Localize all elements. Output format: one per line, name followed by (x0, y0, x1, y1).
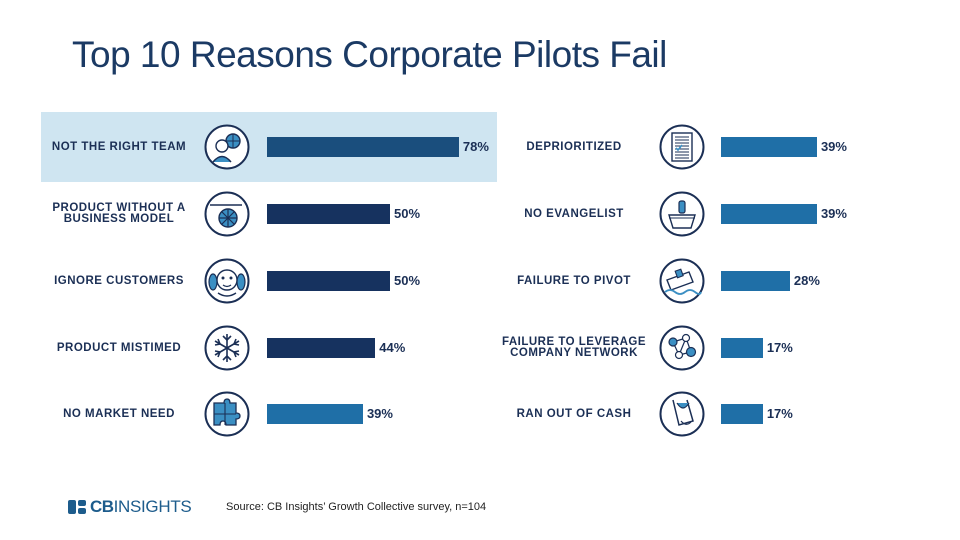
category-label: NOT THE RIGHT TEAM (51, 140, 187, 153)
document-list-icon (659, 124, 705, 170)
bar (721, 204, 817, 224)
value-label: 78% (462, 139, 489, 154)
bar-row: IGNORE CUSTOMERS 50% (0, 254, 960, 308)
cb-logo-mark-icon (68, 500, 86, 514)
bar-row: NO MARKET NEED 39% (0, 387, 960, 441)
puzzle-pieces-icon (204, 391, 250, 437)
logo-text-bold: CB (90, 497, 114, 516)
bar-row: NOT THE RIGHT TEAM 78% (0, 120, 960, 174)
category-label: PRODUCT MISTIMED (56, 341, 182, 354)
value-label: 39% (366, 406, 393, 421)
value-label: 50% (394, 206, 421, 221)
category-label: FAILURE TO LEVERAGE COMPANY NETWORK (501, 336, 647, 359)
snowflake-icon (204, 325, 250, 371)
empty-pocket-icon (659, 391, 705, 437)
category-label: DEPRIORITIZED (526, 140, 622, 153)
bar (267, 204, 390, 224)
bar (721, 271, 790, 291)
bar-row: PRODUCT WITHOUT A BUSINESS MODEL 50% (0, 187, 960, 241)
value-label: 17% (766, 406, 793, 421)
value-label: 17% (766, 340, 793, 355)
bar-row: NO EVANGELIST 39% (0, 187, 960, 241)
bar-row: PRODUCT MISTIMED 44% (0, 321, 960, 375)
network-nodes-icon (659, 325, 705, 371)
value-label: 44% (379, 340, 406, 355)
value-label: 39% (820, 206, 847, 221)
bar (267, 271, 390, 291)
category-label: NO MARKET NEED (63, 407, 175, 420)
podium-icon (659, 191, 705, 237)
category-label: IGNORE CUSTOMERS (54, 274, 184, 287)
bar-row: FAILURE TO PIVOT 28% (0, 254, 960, 308)
value-label: 28% (793, 273, 820, 288)
source-note: Source: CB Insights’ Growth Collective s… (226, 501, 487, 513)
cart-wheel-icon (204, 191, 250, 237)
bar-row: RAN OUT OF CASH 17% (0, 387, 960, 441)
cb-insights-logo: CB INSIGHTS (68, 497, 192, 517)
bar-row: DEPRIORITIZED 39% (0, 120, 960, 174)
bar-row: FAILURE TO LEVERAGE COMPANY NETWORK 17% (0, 321, 960, 375)
monkey-covering-ears-icon (204, 258, 250, 304)
value-label: 50% (394, 273, 421, 288)
logo-text-regular: INSIGHTS (113, 497, 192, 516)
chart-title: Top 10 Reasons Corporate Pilots Fail (72, 34, 667, 75)
category-label: PRODUCT WITHOUT A BUSINESS MODEL (52, 202, 186, 225)
bar (721, 338, 763, 358)
bar (721, 137, 817, 157)
category-label: NO EVANGELIST (524, 207, 624, 220)
team-icon (204, 124, 250, 170)
sinking-ship-icon (659, 258, 705, 304)
category-label: FAILURE TO PIVOT (517, 274, 631, 287)
bar (267, 404, 363, 424)
bar (267, 338, 376, 358)
value-label: 39% (820, 139, 847, 154)
category-label: RAN OUT OF CASH (516, 407, 632, 420)
bar (721, 404, 763, 424)
bar (267, 137, 459, 157)
